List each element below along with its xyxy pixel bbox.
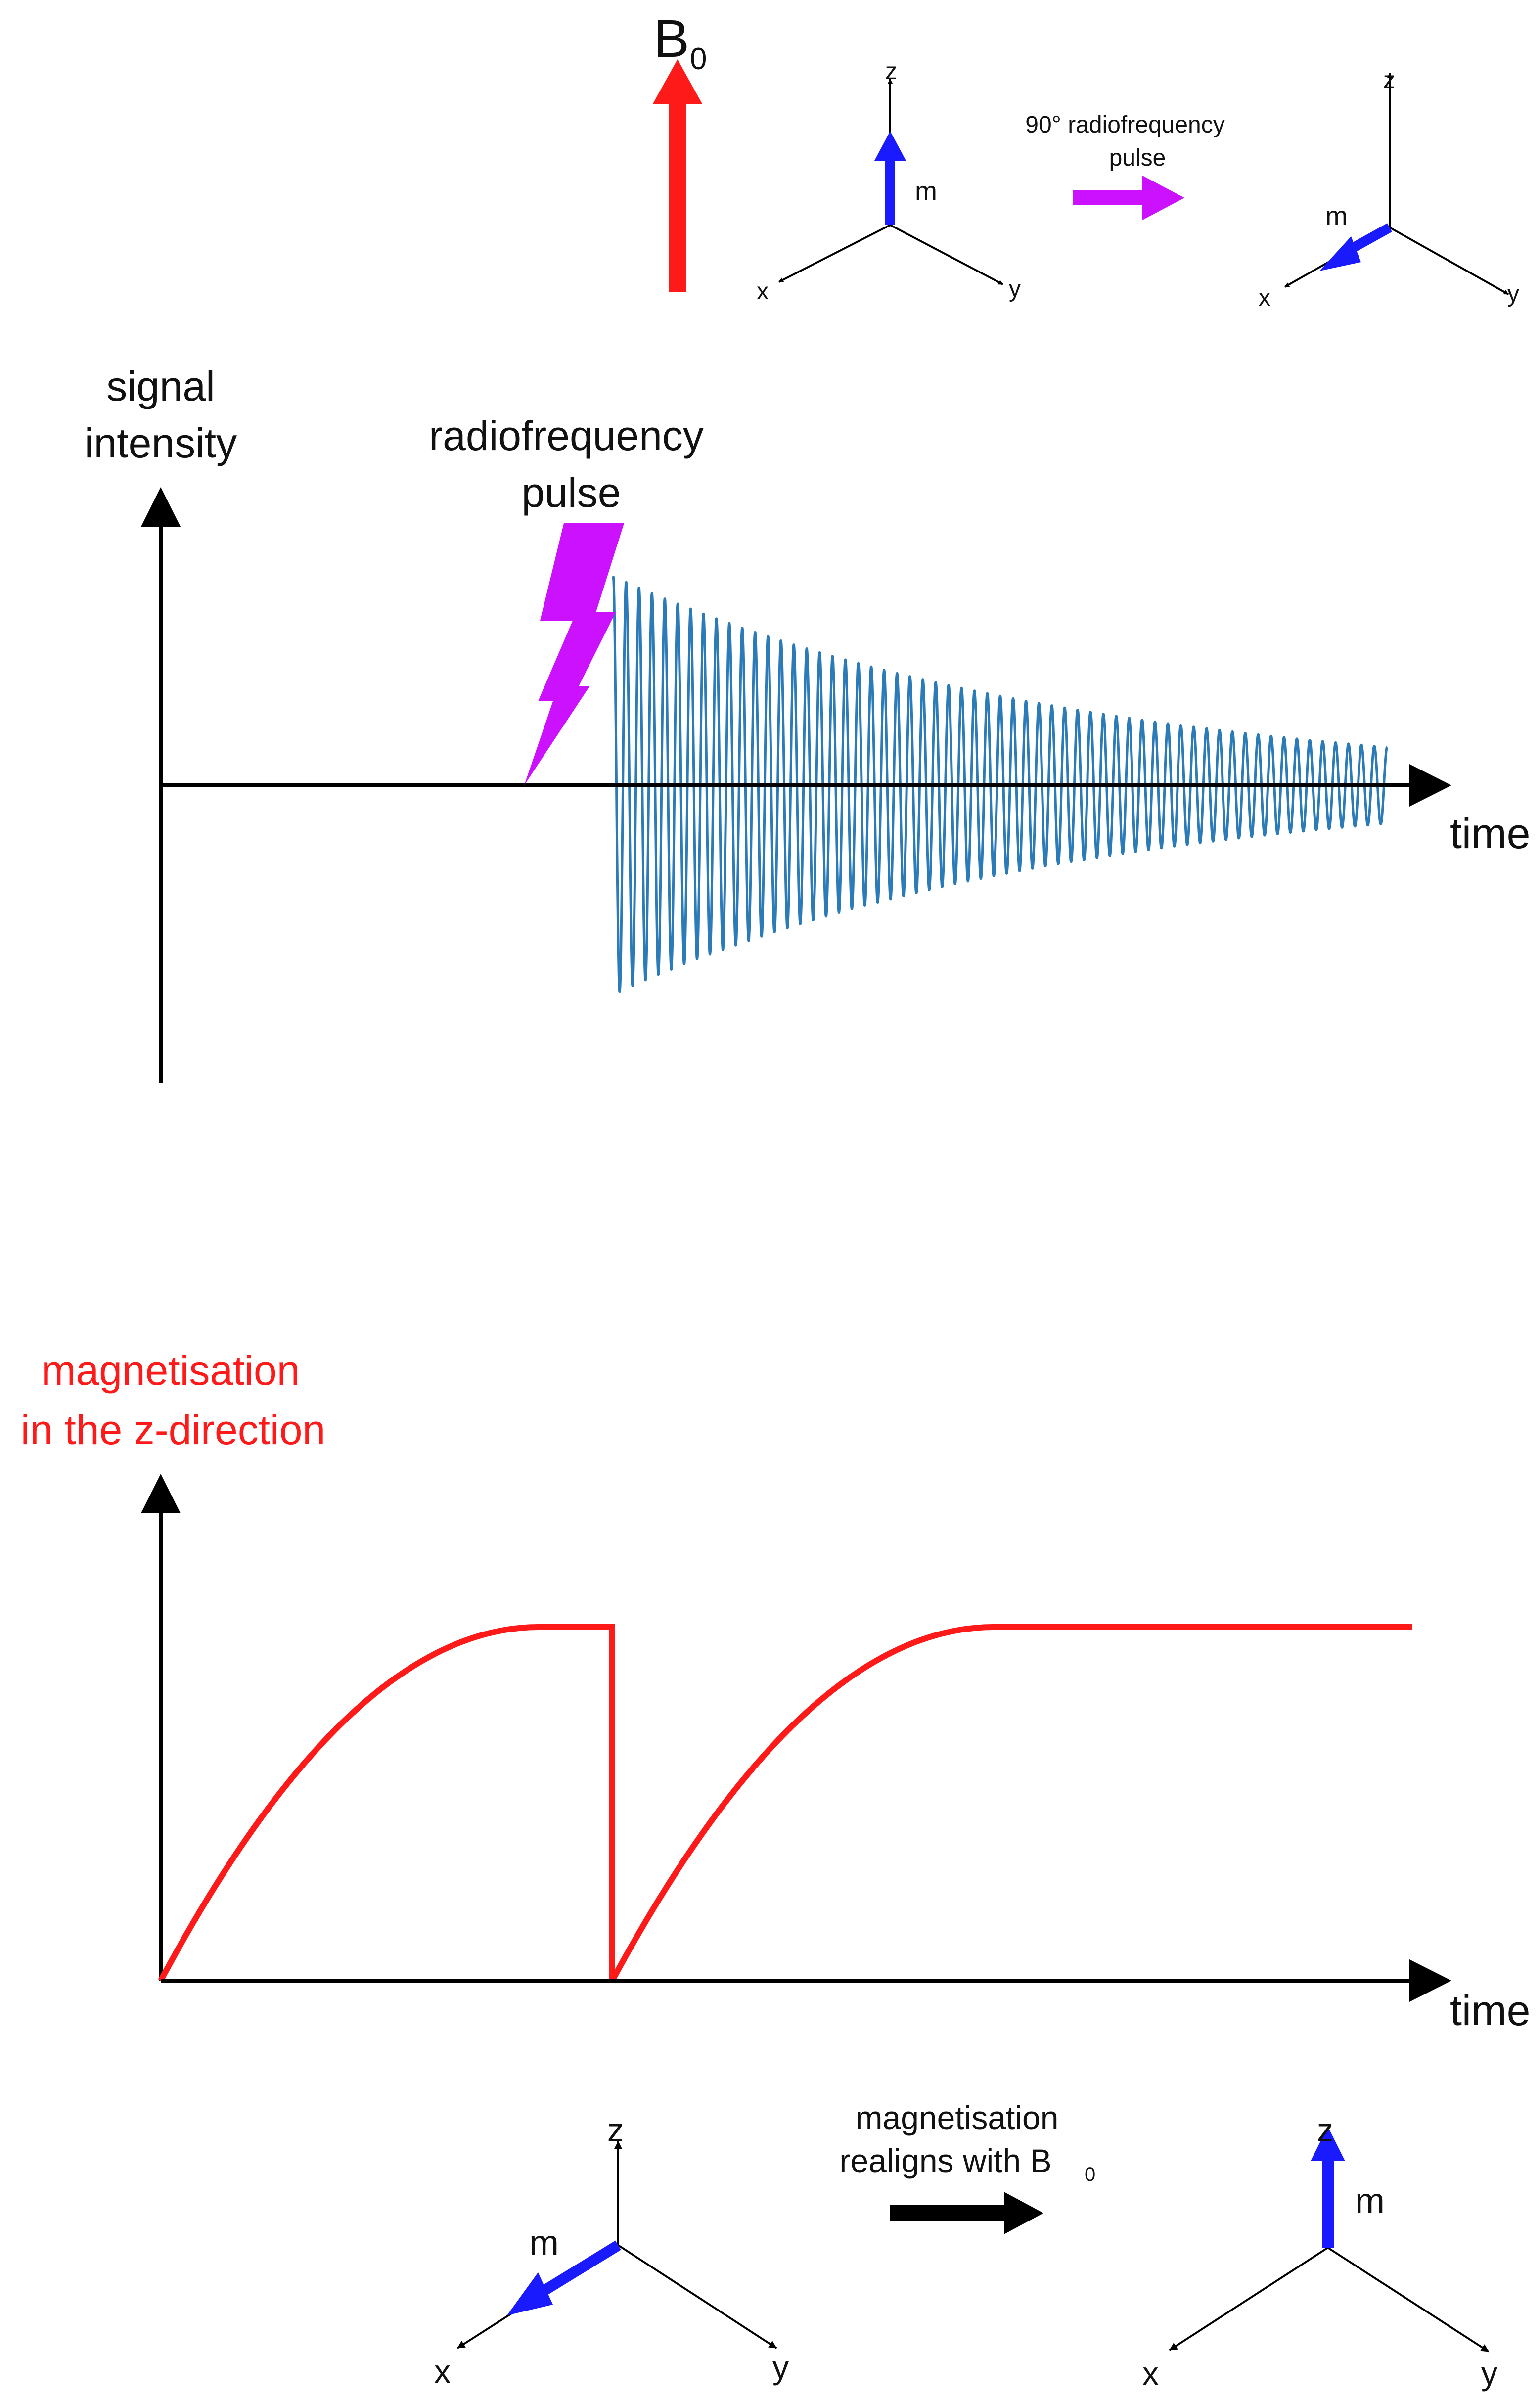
z-axis-label: z — [885, 58, 897, 85]
rf-pulse-label-line2: pulse — [522, 469, 621, 516]
b0-arrow — [653, 59, 702, 292]
pulse-label-line1: 90° radiofrequency — [1025, 112, 1224, 138]
frame-after-realign: z x y m — [1142, 2112, 1497, 2392]
moment-vector-x — [1319, 223, 1392, 271]
y-axis-label: y — [1481, 2355, 1497, 2392]
frame-before-pulse: z x y m — [757, 58, 1021, 305]
y-axis-label: y — [772, 2349, 789, 2386]
x-axis-label: x — [434, 2353, 451, 2390]
x-axis-label: x — [1259, 285, 1270, 311]
moment-label: m — [1325, 201, 1348, 231]
y-axis-label: y — [1009, 276, 1021, 302]
magnetisation-y-axis — [141, 1474, 181, 1981]
frame-after-pulse: z x y m — [1259, 67, 1519, 311]
moment-label: m — [915, 177, 937, 206]
magnetisation-ylabel-line1: magnetisation — [42, 1347, 300, 1394]
pulse-label-line2: pulse — [1109, 145, 1166, 171]
realign-transition: magnetisation realigns with B 0 — [839, 2099, 1095, 2234]
z-axis-label: z — [607, 2112, 624, 2148]
z-axis-label: z — [1317, 2112, 1333, 2148]
moment-label: m — [529, 2223, 559, 2263]
bottom-panel: z x y m magnetisation realigns with B 0 … — [434, 2099, 1497, 2392]
magnetisation-ylabel-line2: in the z-direction — [21, 1406, 325, 1453]
realign-label-line1: magnetisation — [856, 2099, 1059, 2136]
pulse-transition: 90° radiofrequency pulse — [1025, 112, 1225, 220]
magnetisation-recovery-curve — [158, 1624, 1412, 1982]
realign-label-line2: realigns with B — [839, 2142, 1051, 2179]
signal-xlabel: time — [1450, 810, 1530, 858]
moment-label: m — [1355, 2181, 1385, 2221]
rf-pulse-label-line1: radiofrequency — [429, 412, 704, 459]
realign-label-subscript: 0 — [1085, 2164, 1095, 2185]
y-axis-label: y — [1507, 281, 1519, 307]
x-axis-label: x — [757, 278, 769, 305]
moment-vector-x — [507, 2240, 621, 2315]
signal-ylabel-line1: signal — [106, 363, 215, 409]
b0-label: B — [654, 8, 689, 68]
z-axis-label: z — [1383, 67, 1395, 93]
frame-before-realign: z x y m — [434, 2112, 789, 2390]
signal-x-axis — [161, 764, 1451, 807]
moment-vector-up — [874, 131, 906, 225]
fid-signal-wave — [612, 576, 1389, 993]
moment-vector-up — [1311, 2127, 1345, 2248]
x-axis-label: x — [1142, 2355, 1159, 2392]
rf-pulse-lightning-icon — [524, 523, 624, 785]
signal-ylabel-line2: intensity — [85, 420, 237, 466]
top-panel: B 0 z x y m 90° radiofrequency pulse — [653, 8, 1519, 311]
signal-panel: signal intensity time radiofrequency pul… — [85, 363, 1530, 1083]
magnetisation-xlabel: time — [1450, 1987, 1530, 2035]
magnetisation-panel: magnetisation in the z-direction time — [21, 1347, 1531, 2035]
b0-subscript: 0 — [690, 42, 707, 76]
magnetisation-x-axis — [161, 1959, 1451, 2002]
signal-y-axis — [141, 487, 181, 1083]
